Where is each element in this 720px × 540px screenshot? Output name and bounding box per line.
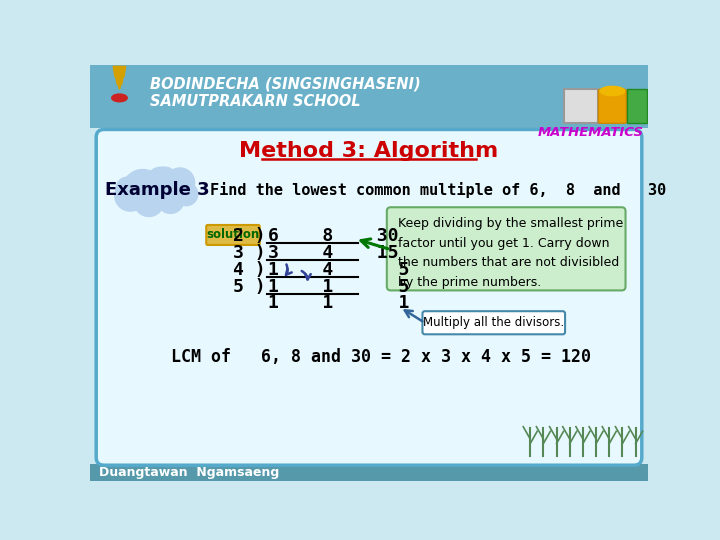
Ellipse shape (600, 86, 625, 96)
FancyBboxPatch shape (598, 90, 626, 123)
Text: 4 ): 4 ) (233, 261, 265, 279)
FancyBboxPatch shape (206, 225, 260, 245)
Text: 1    1      1: 1 1 1 (269, 294, 410, 313)
Text: Duangtawan  Ngamsaeng: Duangtawan Ngamsaeng (99, 465, 279, 478)
Text: Multiply all the divisors.: Multiply all the divisors. (423, 316, 564, 329)
Ellipse shape (112, 94, 127, 102)
FancyBboxPatch shape (96, 130, 642, 465)
Circle shape (165, 168, 194, 197)
Circle shape (154, 167, 176, 189)
Text: 1    1      5: 1 1 5 (269, 278, 410, 295)
Text: Method 3: Algorithm: Method 3: Algorithm (239, 141, 499, 161)
Circle shape (158, 187, 184, 213)
Text: Keep dividing by the smallest prime
factor until you get 1. Carry down
the numbe: Keep dividing by the smallest prime fact… (397, 217, 623, 289)
FancyBboxPatch shape (627, 89, 647, 123)
Circle shape (114, 180, 145, 211)
Text: 3    4    15: 3 4 15 (269, 244, 399, 262)
Polygon shape (113, 66, 126, 76)
FancyArrowPatch shape (302, 271, 311, 280)
Circle shape (145, 167, 178, 200)
FancyBboxPatch shape (387, 207, 626, 291)
FancyBboxPatch shape (90, 464, 648, 481)
Circle shape (122, 170, 163, 210)
Circle shape (134, 187, 163, 217)
Text: 5 ): 5 ) (233, 278, 265, 295)
Text: Find the lowest common multiple of 6,  8  and   30: Find the lowest common multiple of 6, 8 … (210, 181, 667, 198)
Text: 6    8    30: 6 8 30 (269, 227, 399, 245)
Text: LCM of   6, 8 and 30 = 2 x 3 x 4 x 5 = 120: LCM of 6, 8 and 30 = 2 x 3 x 4 x 5 = 120 (171, 348, 591, 367)
FancyBboxPatch shape (90, 65, 648, 128)
Polygon shape (116, 76, 123, 84)
Text: 1    4      5: 1 4 5 (269, 261, 410, 279)
Circle shape (174, 183, 198, 206)
Text: MATHEMATICS: MATHEMATICS (537, 126, 644, 139)
Text: 2 ): 2 ) (233, 227, 265, 245)
Text: SAMUTPRAKARN SCHOOL: SAMUTPRAKARN SCHOOL (150, 94, 361, 109)
Text: 3 ): 3 ) (233, 244, 265, 262)
Text: BODINDECHA (SINGSINGHASENI): BODINDECHA (SINGSINGHASENI) (150, 77, 421, 92)
FancyBboxPatch shape (423, 311, 565, 334)
Polygon shape (118, 84, 121, 90)
Text: solution: solution (206, 228, 259, 241)
Circle shape (117, 177, 138, 199)
FancyArrowPatch shape (286, 265, 292, 275)
FancyBboxPatch shape (564, 89, 598, 123)
Text: Example 3: Example 3 (105, 180, 210, 199)
